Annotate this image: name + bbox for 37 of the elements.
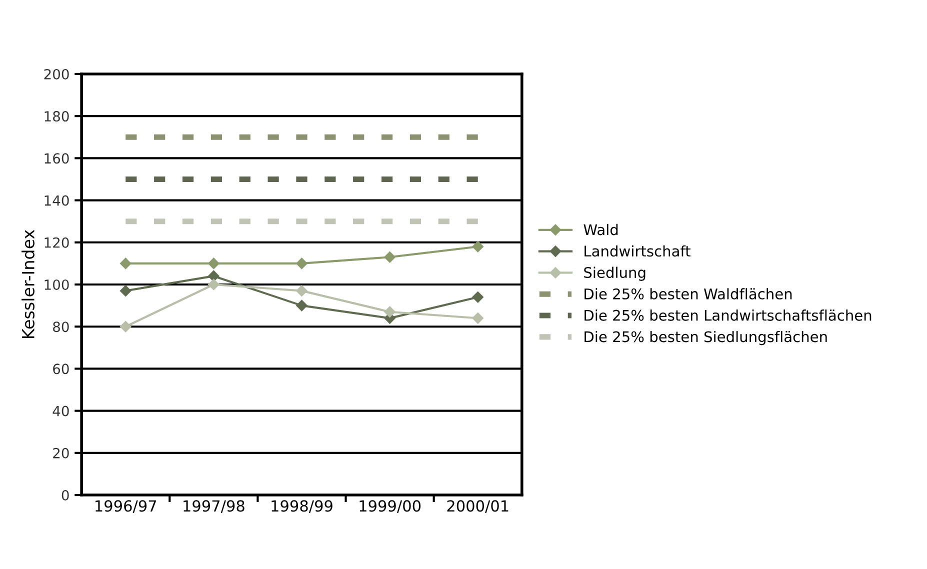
point (296, 285, 308, 296)
legend-label: Siedlung (584, 266, 646, 281)
y-tick-label: 160 (44, 153, 69, 164)
x-tick-label: 1999/00 (360, 500, 421, 513)
point (120, 258, 132, 270)
y-tick-label: 40 (52, 406, 69, 416)
legend-label: Wald (584, 224, 618, 236)
y-axis-title: Kessler-Index (22, 230, 34, 338)
legend-label: Die 25% besten Landwirtschaftsflächen (584, 310, 872, 321)
x-tick-label: 2000/01 (447, 500, 508, 513)
point (208, 270, 220, 282)
y-tick-label: 100 (44, 279, 69, 290)
x-tick-label: 1998/99 (272, 500, 332, 513)
legend-label: Landwirtschaft (584, 245, 690, 257)
point (472, 241, 484, 252)
x-tick-label: 1996/97 (96, 500, 156, 513)
point (208, 278, 220, 290)
y-tick-label: 20 (53, 448, 69, 458)
point (472, 312, 484, 324)
legend-label: Die 25% besten Siedlungsflächen (584, 330, 827, 346)
y-tick-label: 60 (53, 364, 69, 374)
point (296, 258, 308, 270)
point (120, 285, 132, 296)
point (296, 300, 308, 312)
point (384, 306, 396, 318)
point (384, 252, 396, 263)
y-tick-label: 180 (44, 111, 69, 122)
point (472, 292, 484, 303)
y-tick-label: 200 (44, 68, 69, 80)
y-tick-label: 80 (53, 322, 69, 332)
point (120, 321, 132, 332)
legend-label: Die 25% besten Waldflächen (584, 288, 792, 300)
point (208, 258, 220, 270)
y-tick-label: 120 (44, 237, 69, 248)
x-tick-label: 1997/98 (184, 500, 244, 513)
y-tick-label: 140 (44, 195, 69, 206)
y-tick-label: 0 (62, 490, 69, 501)
